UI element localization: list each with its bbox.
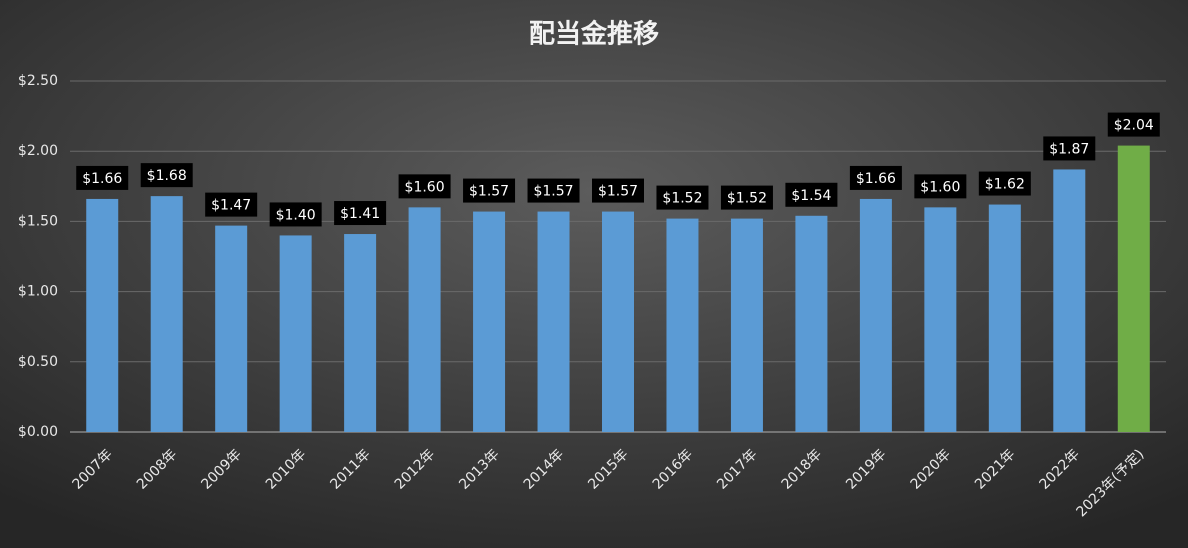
value-label-box [463, 178, 516, 203]
value-label: $1.54 [791, 188, 831, 204]
value-label-box [1043, 136, 1096, 161]
chart-title: 配当金推移 [529, 19, 659, 50]
value-label-box [1107, 112, 1160, 137]
value-label-box [269, 202, 322, 227]
value-label: $1.57 [598, 184, 638, 200]
value-label-box [592, 178, 644, 203]
bar [602, 211, 634, 432]
bar [730, 218, 763, 432]
value-label-box [656, 185, 709, 210]
value-label: $1.66 [82, 171, 122, 187]
value-label-box [978, 171, 1031, 196]
bar [473, 211, 506, 432]
bar [408, 207, 441, 432]
value-label: $1.60 [405, 179, 445, 195]
value-label-box [205, 192, 258, 217]
value-label-box [785, 182, 838, 207]
value-label: $1.52 [662, 191, 702, 207]
y-tick-label: $1.50 [18, 213, 58, 229]
value-label-box [527, 178, 580, 203]
value-label-box [720, 185, 773, 210]
y-tick-label: $2.50 [18, 73, 58, 89]
value-label: $1.57 [469, 184, 509, 200]
bar [666, 218, 699, 432]
value-label: $1.87 [1049, 141, 1089, 157]
value-label: $1.41 [340, 206, 380, 222]
bar [344, 234, 377, 432]
value-label: $1.62 [985, 177, 1025, 193]
y-tick-label: $0.00 [18, 424, 58, 440]
bar [279, 235, 312, 432]
bar [537, 211, 570, 432]
value-label: $1.60 [920, 179, 960, 195]
bar [215, 225, 248, 432]
value-label-box [334, 201, 387, 226]
bar [1053, 169, 1086, 432]
value-label: $1.66 [856, 171, 896, 187]
bar [86, 198, 119, 432]
value-label: $1.57 [533, 184, 573, 200]
value-label-box [398, 174, 451, 199]
bar [988, 204, 1021, 432]
value-label: $1.52 [727, 191, 767, 207]
y-tick-label: $0.50 [18, 354, 58, 370]
value-label: $1.47 [211, 198, 251, 214]
y-tick-label: $2.00 [18, 143, 58, 159]
bar [795, 215, 828, 432]
bar [150, 196, 183, 432]
bar [1117, 145, 1150, 433]
value-label: $1.68 [147, 168, 187, 184]
value-label-box [76, 165, 129, 190]
value-label: $2.04 [1114, 118, 1154, 134]
y-tick-label: $1.00 [18, 284, 58, 300]
value-label: $1.40 [276, 207, 316, 223]
bar [924, 207, 957, 432]
value-label-box [140, 163, 193, 188]
value-label-box [914, 174, 967, 199]
bar [859, 198, 892, 432]
value-label-box [849, 165, 902, 190]
